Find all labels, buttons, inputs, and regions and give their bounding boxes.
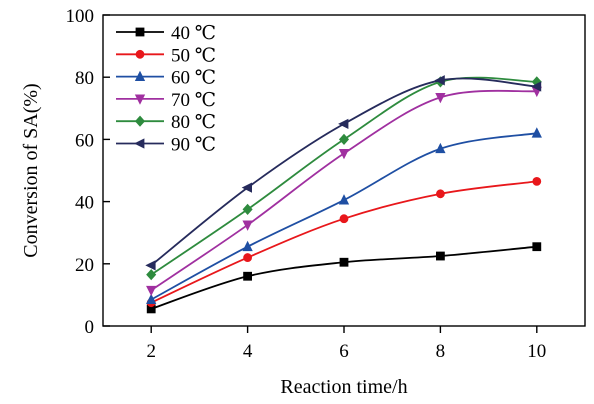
y-axis: 0 20 40 60 80 100 [66, 6, 110, 338]
data-point [338, 133, 350, 145]
y-tick-label: 40 [75, 193, 94, 214]
legend-label: 40 ℃ [171, 23, 216, 44]
data-point [241, 182, 253, 193]
legend-label: 90 ℃ [171, 135, 216, 156]
data-point [435, 93, 446, 104]
legend-label: 70 ℃ [171, 90, 216, 111]
x-tick-label: 2 [146, 341, 156, 362]
data-point [243, 253, 253, 262]
data-point [338, 118, 349, 129]
data-point [242, 240, 253, 252]
y-tick-label: 60 [75, 130, 94, 151]
data-point [339, 257, 349, 267]
data-point [243, 271, 253, 281]
data-point [242, 203, 253, 215]
legend-item: 40 ℃ [116, 23, 216, 44]
x-tick-label: 8 [436, 341, 446, 362]
x-axis-label: Reaction time/h [280, 376, 407, 398]
series-line [150, 245, 537, 310]
data-point [146, 293, 157, 304]
legend-marker [134, 115, 146, 127]
data-point [339, 214, 349, 224]
data-point [338, 148, 350, 160]
y-tick-label: 20 [75, 255, 94, 276]
data-point [146, 269, 157, 281]
legend-item: 70 ℃ [116, 90, 216, 111]
legend-label: 50 ℃ [171, 45, 216, 66]
legend-marker [134, 138, 145, 149]
series-5 [145, 75, 542, 271]
series-layer [145, 75, 542, 314]
legend-item: 60 ℃ [116, 68, 216, 89]
data-point [435, 142, 446, 154]
series-3 [146, 86, 542, 297]
x-tick-label: 10 [527, 341, 546, 362]
x-tick-label: 6 [339, 341, 349, 362]
legend-item: 80 ℃ [116, 112, 216, 133]
legend-marker [135, 49, 145, 59]
legend-item: 50 ℃ [116, 45, 216, 66]
series-1 [146, 176, 542, 308]
legend: 40 ℃50 ℃60 ℃70 ℃80 ℃90 ℃ [116, 23, 216, 156]
legend-marker [135, 27, 145, 37]
y-axis-label: Conversion of SA(%) [20, 83, 42, 257]
data-point [146, 285, 157, 297]
data-point [434, 75, 445, 86]
x-tick-label: 4 [243, 341, 253, 362]
legend-marker [134, 70, 146, 81]
legend-label: 60 ℃ [171, 68, 216, 89]
legend-item: 90 ℃ [116, 135, 216, 156]
y-tick-label: 0 [85, 317, 95, 338]
data-point [532, 176, 542, 186]
y-tick-label: 100 [66, 6, 95, 27]
legend-marker [134, 94, 146, 105]
data-point [532, 242, 542, 252]
legend-label: 80 ℃ [171, 112, 216, 133]
data-point [145, 260, 156, 271]
data-point [338, 194, 350, 205]
data-point [242, 220, 253, 231]
data-point [530, 81, 542, 92]
x-axis: 2 4 6 8 10 [146, 326, 546, 362]
y-tick-label: 80 [75, 68, 94, 89]
data-point [435, 189, 445, 199]
data-point [531, 127, 542, 138]
series-0 [146, 242, 542, 314]
series-2 [146, 127, 542, 304]
data-point [435, 251, 445, 261]
